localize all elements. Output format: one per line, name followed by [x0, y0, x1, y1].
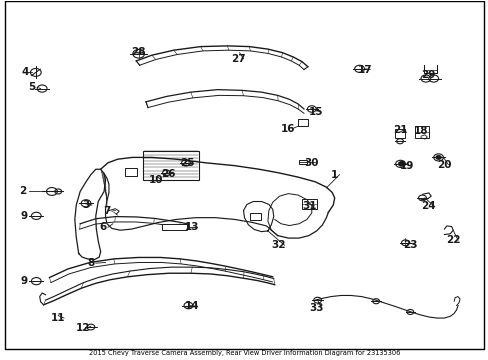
Bar [161, 225, 186, 230]
Circle shape [398, 162, 404, 166]
Text: 29: 29 [420, 70, 435, 80]
Bar [299, 160, 306, 165]
Text: 33: 33 [309, 303, 323, 313]
Text: 14: 14 [184, 301, 199, 311]
Text: 31: 31 [302, 201, 316, 211]
Text: 7: 7 [103, 206, 110, 216]
Text: 23: 23 [402, 240, 417, 250]
Text: 10: 10 [148, 175, 163, 185]
Text: 11: 11 [51, 313, 65, 323]
Text: 22: 22 [445, 235, 460, 245]
Text: 20: 20 [436, 159, 451, 170]
Text: 1: 1 [330, 170, 338, 180]
Text: 2015 Chevy Traverse Camera Assembly, Rear View Driver Information Diagram for 23: 2015 Chevy Traverse Camera Assembly, Rea… [89, 350, 399, 356]
Text: 13: 13 [184, 222, 199, 232]
Bar [297, 120, 308, 126]
Text: 25: 25 [180, 158, 194, 168]
Text: 5: 5 [28, 82, 35, 93]
Text: 16: 16 [281, 124, 295, 134]
Text: 12: 12 [75, 323, 90, 333]
Text: 27: 27 [231, 54, 245, 64]
Text: 2: 2 [19, 186, 26, 197]
Bar [414, 126, 428, 138]
Text: 6: 6 [99, 222, 106, 232]
Text: 26: 26 [161, 168, 175, 179]
Bar [249, 213, 260, 220]
Text: 15: 15 [308, 107, 323, 117]
Bar [125, 168, 137, 176]
Text: 17: 17 [357, 64, 372, 75]
Bar [301, 199, 317, 210]
Text: 9: 9 [20, 211, 27, 221]
Circle shape [435, 156, 440, 159]
Text: 32: 32 [271, 240, 285, 250]
Text: 30: 30 [304, 158, 318, 168]
Text: 4: 4 [21, 67, 29, 77]
Text: 19: 19 [399, 161, 413, 171]
Text: 3: 3 [82, 200, 89, 210]
Text: 21: 21 [392, 125, 407, 135]
Text: 9: 9 [20, 276, 27, 286]
Text: 18: 18 [413, 126, 427, 135]
Text: 24: 24 [421, 201, 435, 211]
Text: 28: 28 [131, 46, 145, 57]
Text: 8: 8 [87, 258, 94, 268]
Bar [143, 150, 199, 180]
